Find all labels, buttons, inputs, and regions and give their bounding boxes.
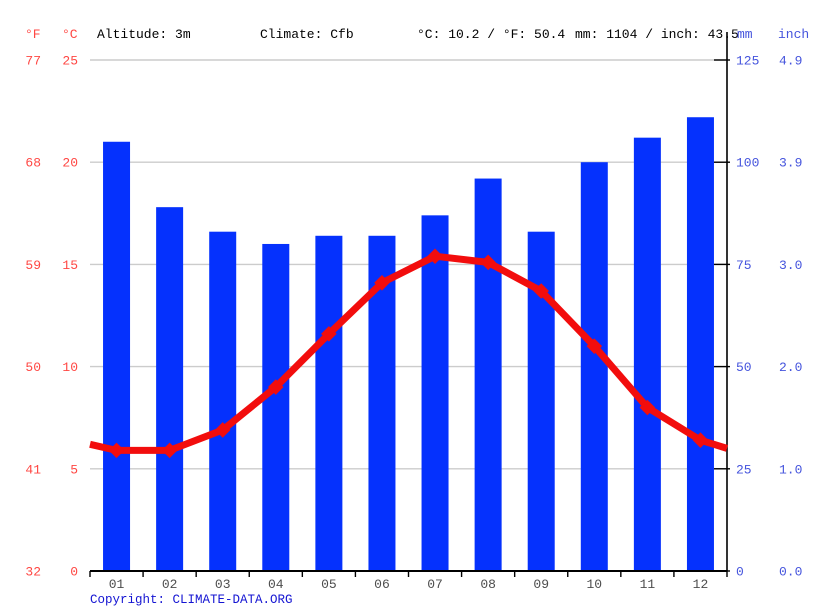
month-label: 06 (374, 577, 390, 592)
fahrenheit-tick-label: 77 (25, 54, 41, 69)
precipitation-bar (262, 243, 290, 571)
fahrenheit-axis-header: °F (25, 27, 41, 42)
inch-tick-label: 1.0 (779, 462, 802, 477)
mm-tick-label: 75 (736, 258, 752, 273)
mm-tick-label: 100 (736, 156, 759, 171)
month-label: 09 (533, 577, 549, 592)
temperature-marker (214, 422, 231, 438)
celsius-tick-label: 25 (62, 54, 78, 69)
month-label: 03 (215, 577, 231, 592)
altitude-info: Altitude: 3m (97, 27, 191, 42)
fahrenheit-tick-label: 32 (25, 565, 41, 580)
month-label: 12 (693, 577, 709, 592)
temperature-marker (161, 442, 178, 459)
precipitation-bar (474, 178, 502, 571)
month-label: 05 (321, 577, 337, 592)
fahrenheit-tick-label: 59 (25, 258, 41, 273)
inch-tick-label: 2.0 (779, 360, 802, 375)
temperature-line (89, 252, 729, 454)
precipitation-bar (103, 141, 131, 571)
celsius-tick-label: 20 (62, 156, 78, 171)
month-label: 07 (427, 577, 443, 592)
month-label: 08 (480, 577, 496, 592)
celsius-tick-label: 10 (62, 360, 78, 375)
climate-info: Climate: Cfb (260, 27, 354, 42)
month-label: 11 (640, 577, 656, 592)
fahrenheit-tick-label: 50 (25, 360, 41, 375)
inch-tick-label: 0.0 (779, 565, 802, 580)
mm-axis-header: mm (737, 27, 753, 42)
mm-tick-label: 0 (736, 565, 744, 580)
temperature-summary: °C: 10.2 / °F: 50.4 (417, 27, 566, 42)
celsius-tick-label: 5 (70, 462, 78, 477)
precipitation-bar (421, 215, 449, 571)
mm-tick-label: 125 (736, 54, 759, 69)
precipitation-bar (156, 207, 184, 571)
celsius-tick-label: 0 (70, 565, 78, 580)
precipitation-bar (209, 231, 237, 572)
inch-tick-label: 3.0 (779, 258, 802, 273)
month-label: 01 (109, 577, 125, 592)
precipitation-bar (633, 137, 661, 571)
mm-tick-label: 50 (736, 360, 752, 375)
copyright-link[interactable]: CLIMATE-DATA.ORG (172, 593, 293, 607)
celsius-axis-header: °C (62, 27, 78, 42)
month-label: 10 (586, 577, 602, 592)
celsius-tick-label: 15 (62, 258, 78, 273)
fahrenheit-tick-label: 41 (25, 462, 41, 477)
precipitation-bar (580, 162, 608, 571)
copyright-text: Copyright: CLIMATE-DATA.ORG (90, 593, 293, 607)
copyright-prefix: Copyright: (90, 593, 173, 607)
month-label: 04 (268, 577, 284, 592)
month-label: 02 (162, 577, 178, 592)
mm-tick-label: 25 (736, 462, 752, 477)
inch-axis-header: inch (778, 27, 810, 42)
inch-tick-label: 3.9 (779, 156, 802, 171)
precipitation-summary: mm: 1104 / inch: 43.5 (575, 27, 739, 42)
precipitation-bar (315, 235, 343, 571)
precipitation-bar (686, 117, 714, 572)
fahrenheit-tick-label: 68 (25, 156, 41, 171)
inch-tick-label: 4.9 (779, 54, 802, 69)
